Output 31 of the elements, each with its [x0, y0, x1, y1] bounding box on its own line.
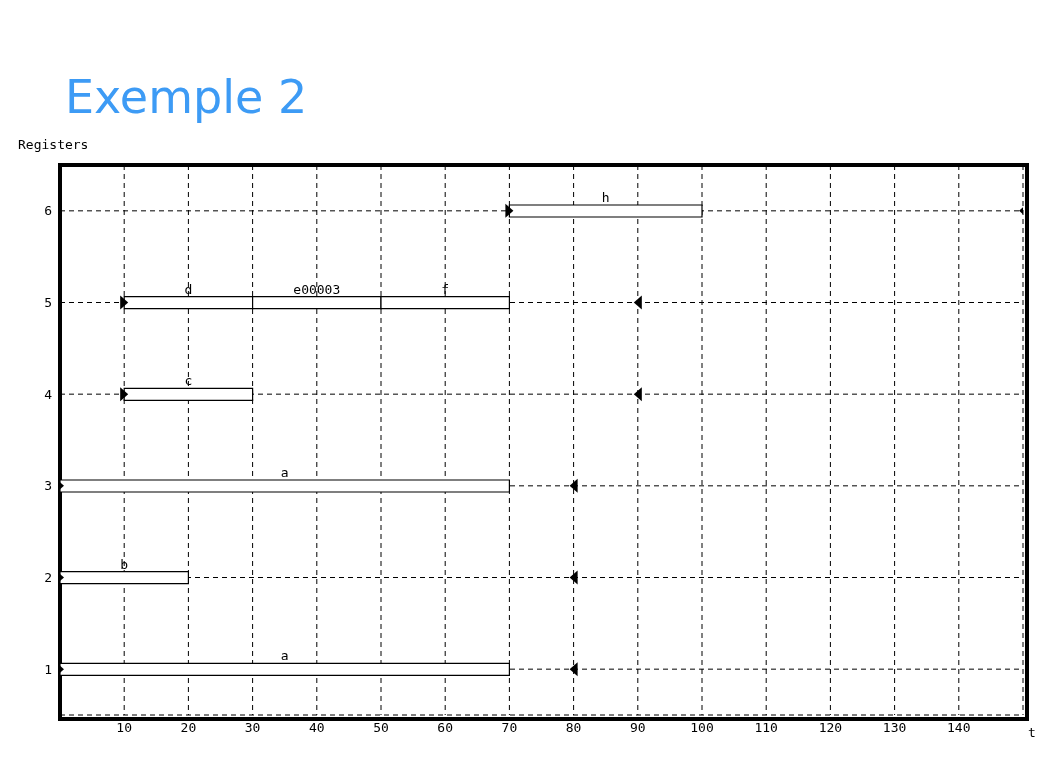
x-tick-label: 10 — [116, 720, 133, 736]
data-label: e00003 — [293, 281, 341, 297]
y-tick-label: 3 — [44, 478, 52, 494]
data-label: a — [280, 465, 289, 480]
x-axis-title: t — [1028, 725, 1036, 740]
y-tick-label: 2 — [44, 570, 52, 586]
data-label: f — [441, 281, 450, 297]
data-label: c — [184, 373, 193, 389]
x-tick-label: 60 — [437, 720, 454, 736]
x-tick-label: 90 — [629, 720, 646, 736]
x-tick-label: 100 — [690, 720, 714, 736]
x-tick-label: 110 — [754, 720, 778, 736]
x-tick-label: 120 — [818, 720, 843, 736]
x-tick-label: 70 — [501, 720, 518, 736]
x-tick-label: 50 — [373, 720, 389, 736]
x-tick-label: 40 — [308, 720, 325, 736]
text: Registers — [18, 137, 89, 152]
y-tick-label: 6 — [44, 203, 52, 219]
chart-title: Exemple 2 — [65, 70, 308, 124]
y-tick-label: 5 — [44, 295, 52, 311]
data-label: d — [184, 281, 193, 297]
x-tick-label: 30 — [244, 720, 261, 736]
y-tick-label: 4 — [44, 386, 53, 402]
y-tick-label: 1 — [44, 661, 52, 677]
x-tick-label: 130 — [882, 720, 907, 736]
x-tick-label: 20 — [180, 720, 197, 736]
x-tick-label: 140 — [947, 720, 971, 736]
x-tick-label: 80 — [565, 720, 582, 736]
data-label: b — [120, 556, 129, 572]
data-label: h — [601, 190, 610, 205]
data-label: a — [280, 648, 289, 664]
